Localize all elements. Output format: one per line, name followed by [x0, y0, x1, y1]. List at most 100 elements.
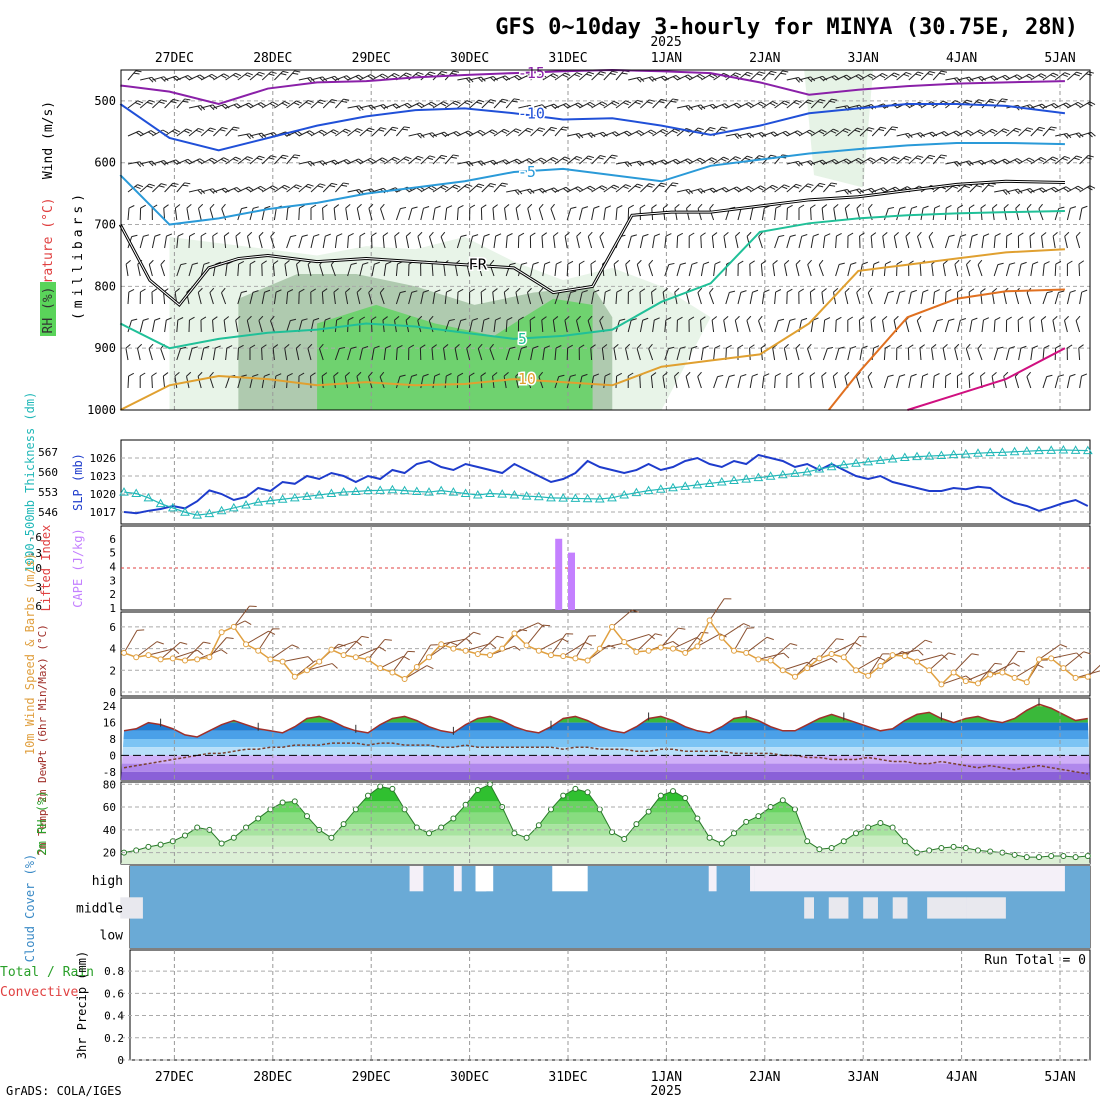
rh2m-point: [584, 789, 591, 796]
wind-barb: [237, 72, 253, 81]
wind10m-point: [950, 669, 957, 676]
wind-barb: [689, 104, 706, 111]
wind-barb: [627, 288, 634, 305]
wind-barb: [322, 233, 331, 249]
tick-label: 0.4: [104, 1010, 124, 1023]
wind-barb: [347, 346, 357, 361]
ylabel-thickness: 1000-500mb Thickness (dm): [23, 392, 37, 573]
wind-barb: [896, 374, 906, 389]
rh2m-point: [901, 838, 908, 845]
wind-barb: [274, 70, 289, 81]
wind-barb: [566, 186, 584, 193]
wind-barb: [1042, 290, 1053, 305]
wind10m-point: [243, 641, 249, 648]
pressure-panel-ticks: 1017 1020 1023 1026 546 553 560 567: [38, 446, 116, 519]
wind-barb: [761, 289, 770, 305]
temp-line: [123, 703, 1088, 738]
wind-barb: [774, 205, 782, 221]
wind10m-barb: [160, 641, 188, 660]
wind-barb: [371, 345, 380, 361]
wind-barb: [469, 288, 475, 304]
thickness-point: [960, 449, 971, 458]
rh2m-point: [962, 845, 969, 852]
thickness-point: [802, 466, 813, 476]
wind-barb: [270, 315, 275, 333]
wind-barb: [137, 343, 143, 361]
wind-barb: [723, 315, 729, 333]
wind10m-barb: [928, 652, 956, 671]
wind-barb: [640, 129, 657, 137]
wind-barb: [640, 160, 657, 166]
day-label-top: 29DEC: [352, 51, 391, 66]
wind-barb: [469, 318, 479, 333]
wind-barb: [786, 234, 796, 249]
thickness-point: [119, 487, 129, 496]
wind10m-point: [182, 657, 188, 664]
wind-barb: [334, 346, 346, 361]
wind-barb: [1041, 232, 1047, 249]
wind-barb: [1042, 374, 1053, 389]
wind-barb: [676, 262, 687, 277]
thickness-point: [912, 451, 922, 461]
wind-barb: [1017, 316, 1024, 333]
wind-barb: [579, 185, 596, 193]
wind-barb: [833, 287, 839, 305]
wind10m-barb: [660, 627, 686, 648]
wind-barb: [916, 315, 922, 333]
wind-barb: [200, 232, 207, 248]
wind-barb: [249, 185, 266, 193]
wind10m-point: [743, 649, 750, 656]
wind-barb: [882, 316, 888, 333]
wind-barb: [286, 234, 297, 249]
day-label-bottom: 1JAN: [651, 1070, 682, 1085]
wind-barb: [835, 346, 845, 361]
wind-barb: [1015, 203, 1021, 221]
wind-barb: [932, 373, 940, 389]
wind-barb: [1003, 371, 1009, 389]
wind-barb: [553, 232, 559, 249]
wind-barb: [371, 157, 388, 165]
wind-barb: [1018, 261, 1027, 277]
wind-barb: [164, 98, 179, 109]
wind-barb: [835, 128, 851, 137]
wind10m-barb: [977, 662, 1002, 684]
wind-barb: [882, 232, 888, 249]
wind-barb: [493, 98, 508, 109]
thickness-point: [558, 493, 569, 502]
wind-barb: [648, 343, 654, 361]
isotherm-label: 5: [518, 330, 527, 348]
wind-barb: [625, 259, 631, 277]
rh2m-point: [779, 797, 786, 804]
wind-barb: [286, 70, 301, 81]
wind-barb: [750, 132, 767, 138]
wind-barb: [408, 206, 418, 221]
thickness-point: [741, 474, 752, 483]
wind-barb: [505, 233, 513, 249]
wind10m-point: [157, 656, 164, 663]
wind10m-barb: [636, 633, 663, 653]
thickness-point: [485, 488, 495, 498]
wind-barb: [627, 130, 645, 137]
wind-barb: [371, 127, 387, 137]
wind-barb: [1005, 316, 1012, 333]
wind-barb: [993, 233, 1001, 249]
wind10m-point: [365, 656, 371, 663]
wind-barb: [371, 104, 389, 110]
wind-barb: [258, 231, 264, 249]
wind-barb: [335, 182, 350, 193]
wind-barb: [225, 156, 241, 165]
wind-barb: [859, 127, 875, 137]
tick-label: 4: [109, 560, 116, 573]
wind-barb: [347, 158, 364, 165]
wind-barb: [920, 154, 936, 165]
wind-barb: [627, 99, 644, 109]
tick-label: 800: [94, 279, 116, 293]
wind-barb: [1005, 346, 1016, 361]
wind-barb: [578, 290, 588, 305]
wind10m-point: [987, 671, 994, 678]
day-label-bottom: 5JAN: [1044, 1070, 1075, 1085]
isotherm-label: -5: [518, 163, 536, 181]
wind-barb: [382, 232, 389, 249]
wind10m-point: [877, 662, 884, 669]
